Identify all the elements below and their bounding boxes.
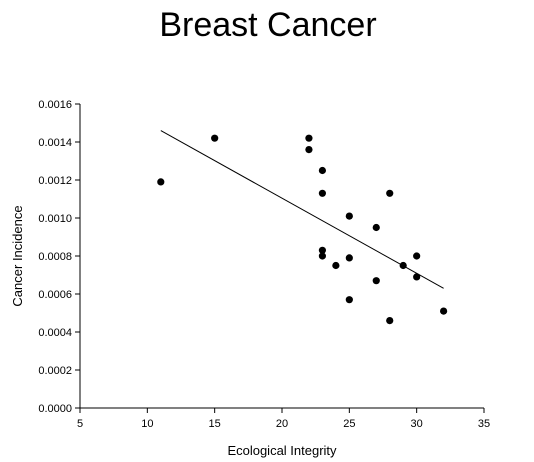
data-point: [399, 261, 407, 270]
data-point: [318, 189, 326, 197]
x-tick-label: 30: [411, 418, 423, 430]
x-tick-label: 25: [343, 418, 355, 430]
y-tick-label: 0.0012: [38, 175, 72, 187]
data-point: [345, 212, 353, 220]
y-tick-label: 0.0014: [38, 137, 72, 149]
chart-title: Breast Cancer: [159, 6, 376, 44]
data-point: [305, 146, 313, 154]
data-points: [157, 134, 448, 325]
x-tick-label: 10: [141, 418, 153, 430]
data-point: [318, 246, 326, 254]
axes: 5 10 15 20 25 30 35 0.0000 0.0002 0.0004 0.0006 0.0…: [38, 99, 490, 430]
x-tick-label: 15: [209, 418, 221, 430]
data-point: [386, 317, 394, 325]
x-tick-label: 20: [276, 418, 288, 430]
data-point: [386, 189, 394, 197]
data-point: [318, 166, 326, 175]
data-point: [413, 252, 421, 260]
data-point: [332, 261, 340, 270]
y-tick-label: 0.0016: [38, 99, 72, 111]
trendline-group: [160, 130, 444, 289]
y-tick-label: 0.0004: [38, 327, 72, 339]
data-point: [372, 223, 380, 232]
x-tick-label: 35: [478, 418, 490, 430]
y-tick-label: 0.0000: [38, 403, 72, 415]
y-tick-label: 0.0002: [38, 365, 72, 377]
data-point: [372, 277, 380, 285]
data-point: [318, 252, 326, 260]
data-point: [211, 134, 219, 142]
data-point: [413, 273, 421, 281]
data-point: [440, 307, 448, 315]
data-point: [345, 254, 353, 262]
y-tick-label: 0.0006: [38, 289, 72, 301]
y-tick-label: 0.0010: [38, 213, 72, 225]
y-tick-label: 0.0008: [38, 251, 72, 263]
y-axis-label: Cancer Incidence: [10, 205, 25, 306]
x-tick-label: 5: [77, 418, 83, 430]
data-point: [305, 134, 313, 142]
x-axis-label: Ecological Integrity: [227, 443, 337, 458]
data-point: [345, 296, 353, 304]
trendline: [160, 130, 444, 289]
data-point: [157, 178, 165, 186]
